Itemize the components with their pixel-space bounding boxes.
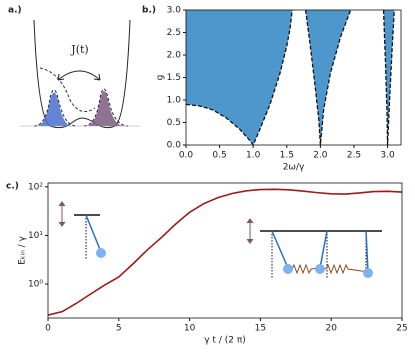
coupling-arc [39, 67, 96, 113]
y-axis-label: g [156, 75, 166, 81]
x-tick-label: 15 [255, 324, 266, 334]
y-tick-label: 0.5 [167, 118, 181, 128]
y-tick-label: 2.5 [167, 28, 181, 38]
x-tick-label: 0.0 [179, 151, 194, 161]
x-tick-label: 2.0 [313, 151, 328, 161]
x-tick-label: 25 [396, 324, 407, 334]
right-wavepacket [86, 91, 124, 126]
x-tick-label: 0.5 [212, 151, 226, 161]
coupling-arrow [57, 70, 101, 81]
x-tick-label: 1.5 [280, 151, 294, 161]
unstable-region [305, 10, 351, 145]
inset-single [58, 201, 106, 260]
panel-label: a.) [8, 6, 22, 16]
left-wavepacket [36, 92, 72, 126]
region-boundary [382, 10, 395, 145]
region-boundary [186, 10, 293, 145]
region-boundary [304, 10, 352, 145]
y-axis-label: Eₖᵢₙ / γ [18, 235, 28, 264]
y-tick-label: 0.0 [167, 141, 182, 151]
right-outline [83, 88, 129, 127]
frame [47, 182, 403, 319]
y-tick-label: 1.5 [167, 73, 181, 83]
x-axis-label: 2ω/γ [283, 163, 305, 173]
arrow-heads [57, 73, 101, 81]
x-tick-label: 20 [325, 324, 337, 334]
x-tick-label: 2.5 [347, 151, 361, 161]
y-tick-label: 10⁰ [28, 280, 43, 290]
x-tick-label: 0 [45, 324, 51, 334]
y-tick-label: 2.0 [167, 51, 182, 61]
unstable-region [383, 10, 395, 145]
x-tick-label: 5 [116, 324, 122, 334]
x-axis-label: γ t / (2 π) [204, 336, 246, 346]
panel-label: c.) [6, 182, 19, 192]
panel-label: b.) [142, 6, 156, 16]
y-tick-label: 10¹ [28, 231, 43, 241]
unstable-region [186, 10, 293, 145]
coupling-label: J(t) [70, 43, 88, 56]
plot [48, 188, 402, 316]
panel-a: a.) J(t) [8, 6, 140, 129]
chart: 0 5 10 15 20 25 10⁰ 10¹ 10² γ t / (2 π) Eₖᵢₙ / γ c.… [6, 182, 408, 346]
y-tick-label: 10² [28, 182, 43, 192]
energy-line [48, 188, 402, 316]
inset-chain [246, 218, 382, 278]
x-tick-label: 10 [184, 324, 196, 334]
chart: 0.0 0.5 1.0 1.5 2.0 2.5 3.0 0.0 0.5 1.0 1.5 2.0 2.5 3… [142, 6, 402, 173]
x-tick-label: 1.0 [246, 151, 261, 161]
y-tick-label: 3.0 [167, 6, 182, 16]
plot [186, 10, 395, 145]
left-outline [33, 89, 77, 127]
y-tick-label: 1.0 [167, 96, 182, 106]
x-tick-label: 3.0 [380, 151, 395, 161]
